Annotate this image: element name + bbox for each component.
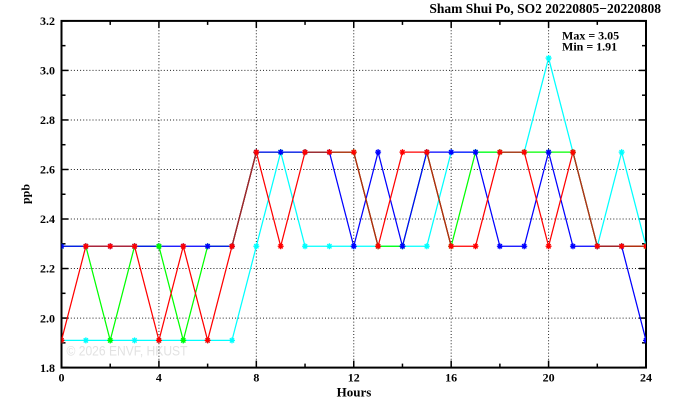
svg-text:2.6: 2.6 <box>40 163 55 177</box>
svg-text:4: 4 <box>156 371 162 385</box>
svg-text:24: 24 <box>640 371 652 385</box>
svg-text:ppb: ppb <box>19 184 33 204</box>
svg-text:© 2026 ENVF, HKUST: © 2026 ENVF, HKUST <box>67 342 188 358</box>
svg-text:1.8: 1.8 <box>40 361 55 375</box>
svg-text:12: 12 <box>348 371 360 385</box>
svg-text:Min = 1.91: Min = 1.91 <box>562 39 617 53</box>
svg-text:3.0: 3.0 <box>40 64 55 78</box>
svg-text:16: 16 <box>445 371 457 385</box>
svg-text:Sham Shui Po, SO2 20220805−202: Sham Shui Po, SO2 20220805−20220808 <box>429 1 661 16</box>
svg-text:2.0: 2.0 <box>40 311 55 325</box>
svg-text:3.2: 3.2 <box>40 14 55 28</box>
svg-text:Hours: Hours <box>337 385 372 400</box>
svg-text:2.8: 2.8 <box>40 113 55 127</box>
svg-text:8: 8 <box>253 371 259 385</box>
svg-text:Max = 3.05: Max = 3.05 <box>562 29 619 43</box>
svg-text:0: 0 <box>59 371 65 385</box>
svg-text:2.2: 2.2 <box>40 262 55 276</box>
svg-text:20: 20 <box>543 371 555 385</box>
svg-text:2.4: 2.4 <box>40 212 55 226</box>
